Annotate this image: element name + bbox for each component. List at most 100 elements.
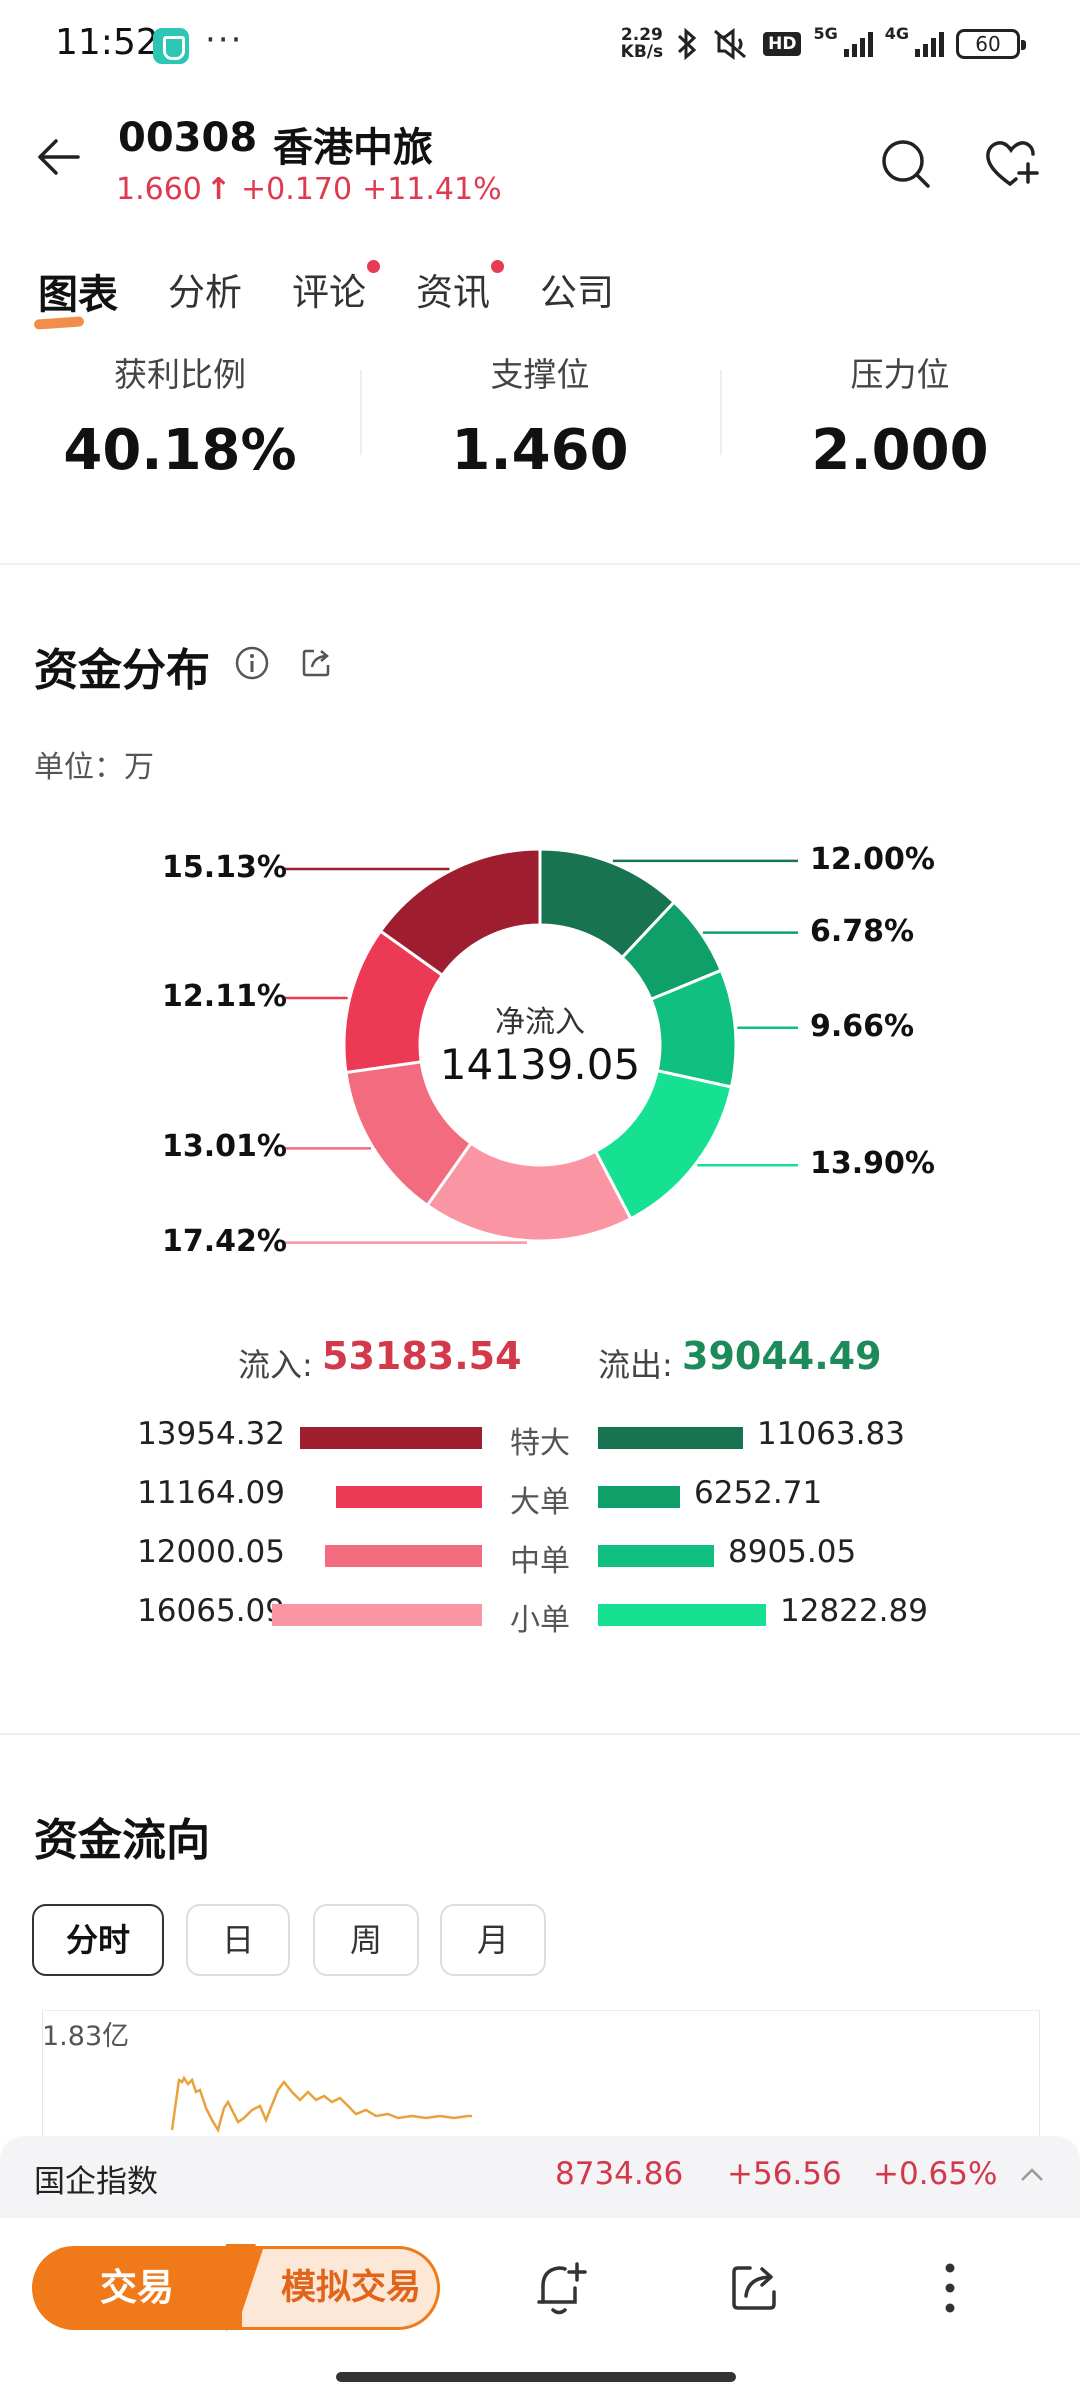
inflow-amount: 13954.32 <box>137 1416 285 1452</box>
info-icon[interactable] <box>234 645 270 681</box>
unread-dot <box>491 260 504 273</box>
stat-separator <box>360 370 362 455</box>
fund-distribution-title: 资金分布 <box>34 645 210 696</box>
inflow-label: 流入: <box>238 1346 313 1384</box>
signal-icon-2 <box>915 31 944 57</box>
section-divider <box>0 563 1080 565</box>
inflow-bar <box>300 1427 482 1449</box>
shield-app-icon <box>153 28 189 64</box>
index-ticker-bar[interactable]: 国企指数 8734.86 +56.56 +0.65% <box>0 2136 1080 2218</box>
tab-chart[interactable]: 图表 <box>38 262 118 320</box>
add-favorite-heart-icon[interactable] <box>984 138 1040 190</box>
back-arrow-icon[interactable] <box>34 132 84 182</box>
search-icon[interactable] <box>880 138 932 190</box>
price-line: 1.660 ↑ +0.170 +11.41% <box>116 172 502 207</box>
speed-value: 2.29 <box>620 25 663 45</box>
slice-percent-label: 13.90% <box>810 1146 935 1182</box>
unread-dot <box>367 260 380 273</box>
period-week-button[interactable]: 周 <box>313 1904 419 1976</box>
inflow-bar <box>325 1545 482 1567</box>
section-divider <box>0 1733 1080 1735</box>
more-vertical-icon[interactable] <box>940 2258 960 2318</box>
unit-label: 单位：万 <box>34 750 154 785</box>
inflow-amount: 11164.09 <box>137 1475 285 1511</box>
stat-value: 40.18% <box>63 418 297 483</box>
stat-label: 支撑位 <box>490 355 590 394</box>
battery-icon: 60 <box>956 29 1026 59</box>
slice-percent-label: 6.78% <box>810 913 915 949</box>
net-5g-label: 5G <box>813 24 838 43</box>
flow-bar-row: 13954.32 特大 11063.83 <box>0 1416 1080 1461</box>
inflow-bar <box>336 1486 482 1508</box>
tab-analysis[interactable]: 分析 <box>168 262 242 320</box>
tab-company[interactable]: 公司 <box>540 262 614 320</box>
donut-slice <box>378 847 542 978</box>
stat-profit-ratio: 获利比例 40.18% <box>30 348 330 483</box>
slice-percent-label: 17.42% <box>162 1223 287 1259</box>
index-change: +56.56 <box>727 2156 842 2192</box>
share-icon[interactable] <box>728 2260 782 2314</box>
inflow-bar <box>272 1604 482 1626</box>
hd-badge: HD <box>763 32 802 56</box>
order-size-label: 中单 <box>510 1544 570 1579</box>
fund-donut-chart <box>282 847 798 1244</box>
up-arrow-icon: ↑ <box>205 172 232 207</box>
outflow-amount: 12822.89 <box>780 1593 928 1629</box>
status-indicators: 2.29 KB/s HD 5G 4G 60 <box>621 24 1026 64</box>
slice-percent-label: 13.01% <box>162 1129 287 1165</box>
stock-name: 香港中旅 <box>273 125 433 171</box>
fund-flow-line <box>170 2075 472 2134</box>
slice-percent-label: 12.00% <box>810 841 935 877</box>
period-intraday-button[interactable]: 分时 <box>32 1904 164 1976</box>
trade-button[interactable]: 交易 <box>32 2246 242 2330</box>
index-value: 8734.86 <box>555 2156 684 2192</box>
period-day-button[interactable]: 日 <box>186 1904 290 1976</box>
mute-icon <box>714 28 747 60</box>
period-month-button[interactable]: 月 <box>440 1904 546 1976</box>
chart-y-max-label: 1.83亿 <box>42 2021 130 2052</box>
outflow-bar <box>598 1545 714 1567</box>
tab-news[interactable]: 资讯 <box>416 260 504 320</box>
stat-separator <box>720 370 722 455</box>
inflow-amount: 12000.05 <box>137 1534 285 1570</box>
stat-resistance-level: 压力位 2.000 <box>750 348 1050 483</box>
tab-label: 资讯 <box>416 271 490 314</box>
outflow-bar <box>598 1486 680 1508</box>
net-inflow-label: 净流入 <box>495 1005 585 1040</box>
tab-label: 公司 <box>540 271 614 314</box>
net-4g-label: 4G <box>884 24 909 43</box>
status-time: 11:52 <box>55 22 159 63</box>
price: 1.660 <box>116 172 202 207</box>
stat-value: 2.000 <box>811 418 989 483</box>
outflow-bar <box>598 1604 766 1626</box>
tab-label: 图表 <box>38 272 118 318</box>
order-size-label: 大单 <box>510 1485 570 1520</box>
network-speed: 2.29 KB/s <box>621 27 663 61</box>
share-icon[interactable] <box>300 645 334 679</box>
bluetooth-icon <box>678 27 697 61</box>
outflow-total: 39044.49 <box>682 1334 882 1378</box>
status-bar: 11:52 ··· 2.29 KB/s HD 5G 4G 60 <box>0 0 1080 90</box>
inflow-amount: 16065.09 <box>137 1593 285 1629</box>
stat-support-level: 支撑位 1.460 <box>390 348 690 483</box>
flow-bar-row: 16065.09 小单 12822.89 <box>0 1593 1080 1638</box>
slice-percent-label: 9.66% <box>810 1008 915 1044</box>
outflow-bar <box>598 1427 743 1449</box>
more-notifications-icon: ··· <box>205 20 244 60</box>
tab-label: 评论 <box>292 271 366 314</box>
price-alert-bell-icon[interactable] <box>533 2258 589 2318</box>
outflow-amount: 11063.83 <box>757 1416 905 1452</box>
fund-flow-title: 资金流向 <box>34 1815 210 1866</box>
index-change-pct: +0.65% <box>873 2156 998 2192</box>
price-change-pct: +11.41% <box>362 172 502 207</box>
home-indicator <box>336 2372 736 2382</box>
chevron-up-icon[interactable] <box>1018 2164 1046 2184</box>
outflow-label: 流出: <box>598 1346 673 1384</box>
flow-bar-row: 11164.09 大单 6252.71 <box>0 1475 1080 1520</box>
trade-button-tail <box>236 2246 264 2330</box>
inflow-total: 53183.54 <box>322 1334 522 1378</box>
bottom-action-bar: 模拟交易 交易 <box>0 2218 1080 2400</box>
tab-comments[interactable]: 评论 <box>292 260 380 320</box>
slice-percent-label: 12.11% <box>162 978 287 1014</box>
stat-label: 压力位 <box>850 355 950 394</box>
